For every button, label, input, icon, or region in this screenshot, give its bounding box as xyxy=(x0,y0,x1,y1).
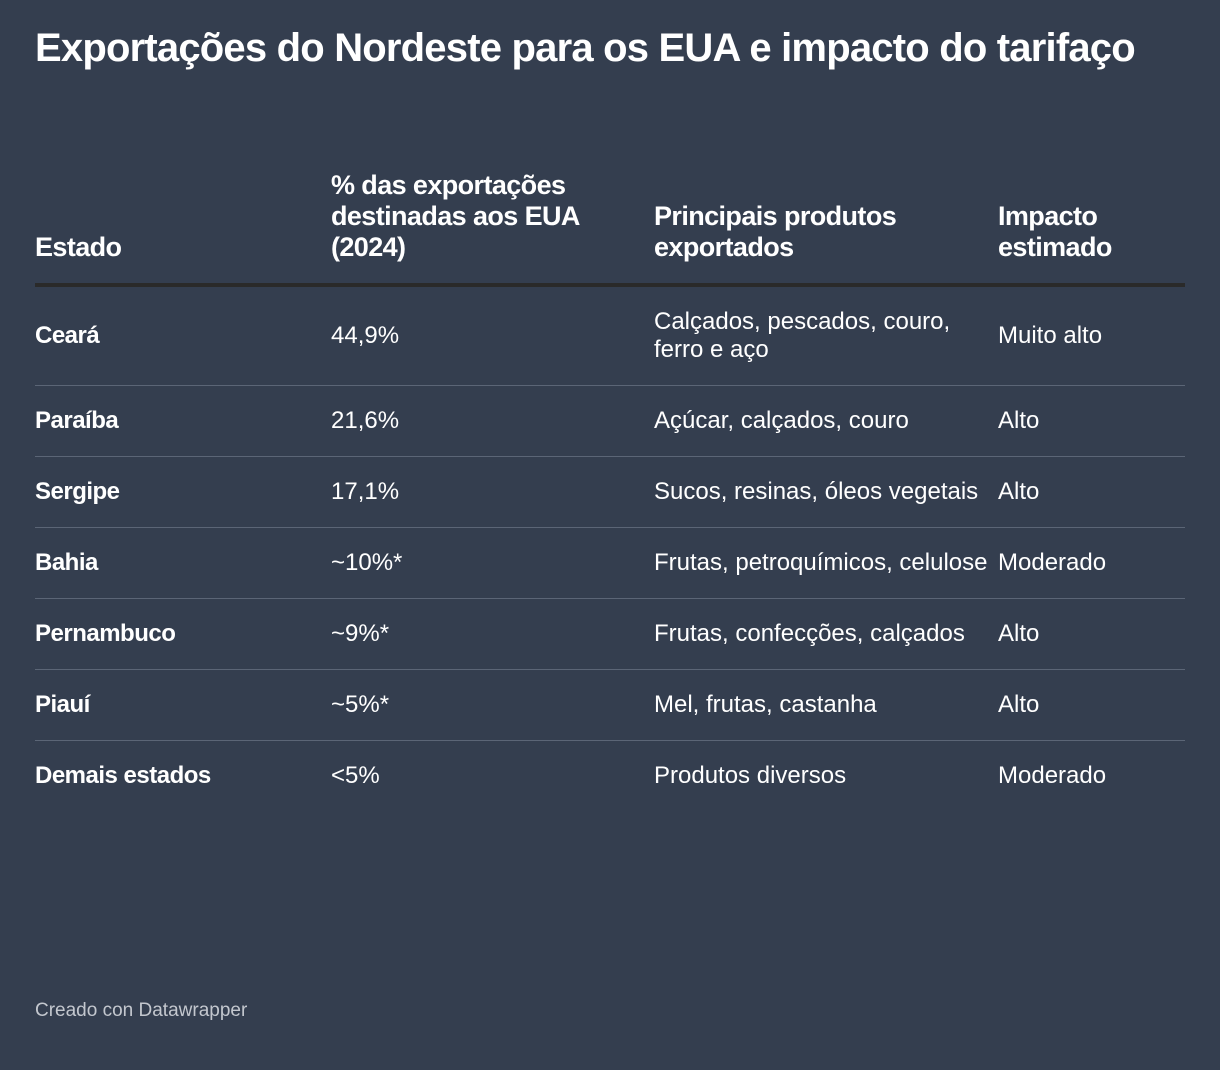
table-cell: Pernambuco xyxy=(35,598,331,670)
table-row: Pernambuco ~9%* Frutas, confecções, calçad… xyxy=(35,598,1185,670)
table-cell: Moderado xyxy=(998,527,1185,599)
table-row: Piauí ~5%* Mel, frutas, castanha Alto xyxy=(35,669,1185,741)
header-row: Estado% das exportações destinadas aos E… xyxy=(35,170,1185,287)
table-cell: Moderado xyxy=(998,762,1107,789)
table-cell: Bahia xyxy=(35,527,331,599)
table-cell: Sucos, resinas, óleos vegetais xyxy=(654,456,998,528)
table-cell: Demais estados xyxy=(35,762,211,789)
table-cell: 21,6% xyxy=(331,385,654,457)
table-body: Ceará 44,9% Calçados, pescados, couro, fer… xyxy=(35,285,1185,811)
table-cell: <5% xyxy=(331,762,380,789)
credit: Creado con Datawrapper xyxy=(35,1000,248,1021)
column-header: Impacto estimado xyxy=(998,170,1185,287)
table-cell: ~5%* xyxy=(331,669,654,741)
table-cell: Alto xyxy=(998,669,1185,741)
table-cell: Açúcar, calçados, couro xyxy=(654,385,998,457)
table-cell: 44,9% xyxy=(331,285,654,386)
title: Exportações do Nordeste para os EUA e im… xyxy=(35,26,1136,70)
column-header: Principais produtos exportados xyxy=(654,170,998,287)
table-row: Demais estados <5% Produtos diversos Modera… xyxy=(35,741,1185,812)
table-cell: Mel, frutas, castanha xyxy=(654,669,998,741)
table-cell: Frutas, petroquímicos, celulose xyxy=(654,527,998,599)
table-head: Estado% das exportações destinadas aos E… xyxy=(35,170,1185,287)
table-cell: Frutas, confecções, calçados xyxy=(654,598,998,670)
table-cell: Paraíba xyxy=(35,385,331,457)
table-row: Sergipe 17,1% Sucos, resinas, óleos vegeta… xyxy=(35,456,1185,528)
table-cell: Alto xyxy=(998,598,1185,670)
table-cell: ~10%* xyxy=(331,527,654,599)
table-cell: 17,1% xyxy=(331,456,654,528)
data-table: Estado% das exportações destinadas aos E… xyxy=(35,170,1185,811)
table-cell: Piauí xyxy=(35,669,331,741)
table-cell: Sergipe xyxy=(35,456,331,528)
column-header: Estado xyxy=(35,170,331,287)
table-cell: Produtos diversos xyxy=(654,762,847,789)
table-cell: Alto xyxy=(998,385,1185,457)
table-cell: Muito alto xyxy=(998,285,1185,386)
table-row: Bahia ~10%* Frutas, petroquímicos, celulos… xyxy=(35,527,1185,599)
table-row: Ceará 44,9% Calçados, pescados, couro, fer… xyxy=(35,285,1185,386)
table-row: Paraíba 21,6% Açúcar, calçados, couro Alto xyxy=(35,385,1185,457)
table-cell: Calçados, pescados, couro, ferro e aço xyxy=(654,285,998,386)
table-cell: Ceará xyxy=(35,285,331,386)
table-cell: Alto xyxy=(998,456,1185,528)
column-header: % das exportações destinadas aos EUA (20… xyxy=(331,170,654,287)
table-cell: ~9%* xyxy=(331,598,654,670)
